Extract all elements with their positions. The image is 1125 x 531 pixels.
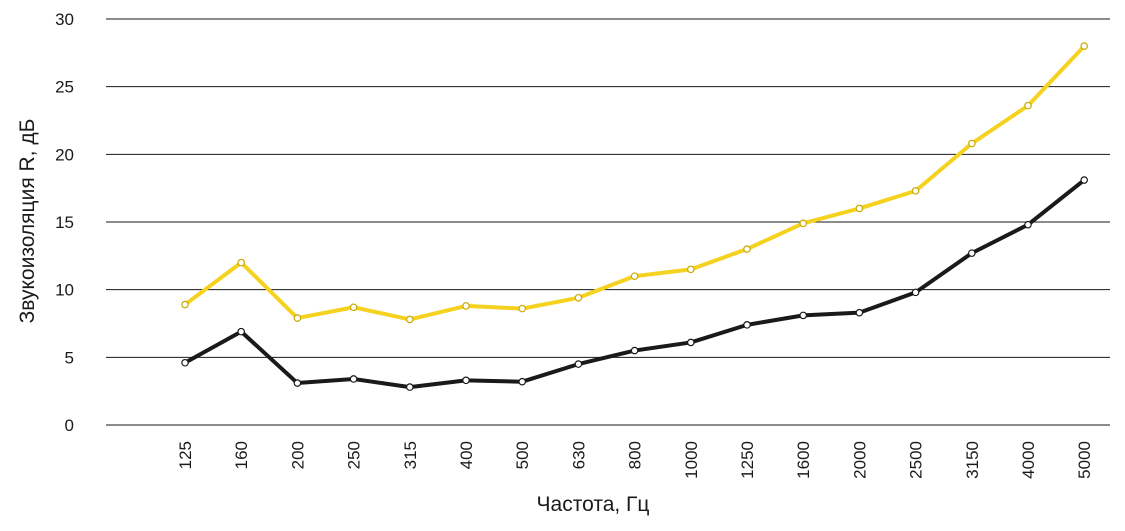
data-point: [462, 376, 470, 385]
data-point: [630, 272, 639, 280]
x-tick-label: 630: [569, 441, 588, 469]
y-tick-label: 15: [55, 213, 74, 232]
x-tick-label: 3150: [963, 441, 982, 479]
series: [181, 42, 1089, 391]
data-point: [518, 304, 527, 313]
y-tick-label: 0: [65, 416, 74, 435]
data-point: [799, 219, 808, 228]
series-2: [181, 176, 1089, 391]
x-tick-label: 500: [513, 441, 532, 469]
data-point: [855, 204, 864, 213]
x-tick-label: 4000: [1019, 441, 1038, 479]
x-tick-label: 160: [232, 441, 251, 469]
data-point: [911, 187, 920, 195]
x-tick-label: 315: [401, 441, 420, 469]
x-tick-label: 1600: [794, 441, 813, 479]
data-point: [911, 288, 920, 297]
y-tick-label: 5: [65, 348, 74, 367]
data-point: [518, 377, 527, 386]
x-tick-label: 400: [457, 441, 476, 469]
gridlines: [106, 18, 1110, 426]
data-point: [1024, 220, 1032, 229]
x-tick-label: 2500: [907, 441, 926, 479]
data-point: [574, 360, 583, 368]
x-axis-title: Частота, Гц: [537, 493, 650, 516]
data-point: [1024, 101, 1032, 110]
data-point: [181, 300, 189, 309]
x-tick-label: 1000: [682, 441, 701, 479]
data-point: [686, 265, 695, 274]
data-point: [743, 321, 751, 329]
x-axis-ticks: 125 160 200 250 315 400 500 630 800 1000 1250 1600 2…: [176, 441, 1094, 479]
data-point: [967, 139, 976, 148]
data-point: [743, 245, 751, 253]
data-point: [686, 338, 695, 347]
data-point: [967, 249, 976, 257]
data-point: [293, 379, 302, 387]
data-point: [405, 383, 414, 391]
data-point: [1080, 42, 1089, 50]
x-tick-label: 200: [288, 441, 307, 469]
data-point: [799, 311, 808, 320]
y-axis-title: Звукоизоляция R, дБ: [16, 119, 39, 324]
data-point: [1080, 176, 1089, 184]
data-point: [349, 303, 358, 312]
data-point: [237, 258, 246, 267]
data-point: [855, 308, 864, 317]
x-tick-label: 1250: [738, 441, 757, 479]
data-point: [181, 358, 189, 367]
y-tick-label: 25: [55, 78, 74, 97]
y-axis-ticks: 0 5 10 15 20 25 30: [55, 10, 74, 435]
series-line: [183, 178, 1087, 390]
data-point: [349, 375, 358, 383]
x-tick-label: 125: [176, 441, 195, 469]
x-tick-label: 800: [626, 441, 645, 469]
data-point: [237, 327, 246, 336]
series-1: [181, 42, 1089, 324]
x-tick-label: 2000: [850, 441, 869, 479]
data-point: [405, 315, 414, 324]
y-tick-label: 20: [55, 145, 74, 164]
x-tick-label: 5000: [1075, 441, 1094, 479]
data-point: [574, 293, 583, 302]
y-tick-label: 10: [55, 281, 74, 300]
data-point: [462, 302, 470, 310]
data-point: [630, 346, 639, 355]
data-point: [293, 314, 302, 322]
y-tick-label: 30: [55, 10, 74, 29]
x-tick-label: 250: [345, 441, 364, 469]
